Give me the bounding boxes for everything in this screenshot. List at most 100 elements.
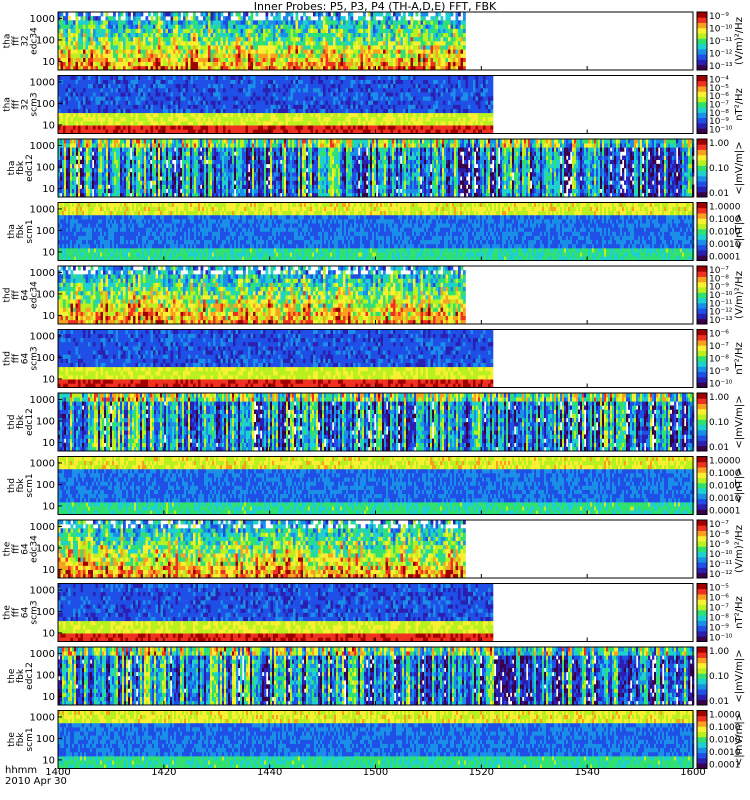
heatmap-cell (218, 121, 221, 125)
heatmap-cell (146, 53, 149, 57)
heatmap-cell (366, 24, 369, 28)
heatmap-cell (396, 49, 399, 53)
heatmap-cell (88, 100, 91, 104)
heatmap-cell (153, 80, 156, 84)
heatmap-cell (106, 105, 109, 109)
heatmap-cell (463, 20, 466, 24)
heatmap-cell (416, 62, 419, 66)
heatmap-cell (103, 76, 106, 80)
heatmap-cell (183, 125, 186, 129)
heatmap-cell (388, 12, 391, 16)
heatmap-cell (151, 24, 154, 28)
heatmap-cell (103, 80, 106, 84)
heatmap-cell (266, 33, 269, 37)
heatmap-cell (218, 45, 221, 49)
heatmap-cell (63, 76, 66, 80)
heatmap-cell (186, 92, 189, 96)
heatmap-cell (383, 41, 386, 45)
heatmap-cell (108, 117, 111, 121)
heatmap-cell (403, 29, 406, 33)
heatmap-cell (68, 113, 71, 117)
heatmap-cell (156, 113, 159, 117)
heatmap-cell (186, 45, 189, 49)
heatmap-cell (191, 88, 194, 92)
heatmap-cell (201, 53, 204, 57)
heatmap-cell (283, 41, 286, 45)
heatmap-cell (141, 53, 144, 57)
heatmap-cell (108, 92, 111, 96)
heatmap-cell (216, 37, 219, 41)
heatmap-cell (206, 58, 209, 62)
heatmap-cell (176, 125, 179, 129)
heatmap-cell (103, 113, 106, 117)
heatmap-cell (438, 53, 441, 57)
heatmap-cell (108, 53, 111, 57)
heatmap-cell (123, 113, 126, 117)
heatmap-cell (246, 96, 249, 100)
heatmap-cell (153, 29, 156, 33)
heatmap-cell (361, 20, 364, 24)
heatmap-cell (273, 105, 276, 109)
heatmap-cell (401, 37, 404, 41)
heatmap-cell (231, 53, 234, 57)
heatmap-cell (371, 53, 374, 57)
heatmap-cell (431, 37, 434, 41)
heatmap-cell (163, 24, 166, 28)
heatmap-cell (223, 62, 226, 66)
heatmap-cell (243, 92, 246, 96)
heatmap-cell (263, 33, 266, 37)
heatmap-cell (441, 53, 444, 57)
heatmap-cell (428, 33, 431, 37)
heatmap-cell (176, 12, 179, 16)
heatmap-cell (103, 109, 106, 113)
heatmap-cell (203, 88, 206, 92)
heatmap-cell (73, 96, 76, 100)
heatmap-cell (181, 58, 184, 62)
heatmap-cell (233, 96, 236, 100)
heatmap-cell (86, 105, 89, 109)
heatmap-cell (131, 88, 134, 92)
heatmap-cell (378, 58, 381, 62)
heatmap-cell (288, 24, 291, 28)
heatmap-cell (276, 16, 279, 20)
heatmap-cell (71, 88, 74, 92)
heatmap-cell (318, 53, 321, 57)
heatmap-cell (176, 24, 179, 28)
heatmap-cell (376, 29, 379, 33)
heatmap-cell (456, 24, 459, 28)
heatmap-cell (126, 45, 129, 49)
heatmap-cell (213, 105, 216, 109)
heatmap-cell (183, 29, 186, 33)
heatmap-cell (188, 113, 191, 117)
heatmap-cell (226, 49, 229, 53)
heatmap-cell (143, 84, 146, 88)
heatmap-cell (293, 37, 296, 41)
heatmap-cell (86, 33, 89, 37)
heatmap-cell (288, 20, 291, 24)
heatmap-cell (381, 20, 384, 24)
heatmap-cell (173, 45, 176, 49)
heatmap-cell (301, 45, 304, 49)
heatmap-cell (411, 12, 414, 16)
heatmap-cell (81, 24, 84, 28)
heatmap-cell (148, 88, 151, 92)
heatmap-cell (161, 49, 164, 53)
heatmap-cell (103, 41, 106, 45)
heatmap-cell (101, 96, 104, 100)
heatmap-cell (256, 84, 259, 88)
heatmap-cell (343, 20, 346, 24)
heatmap-cell (411, 53, 414, 57)
heatmap-cell (123, 84, 126, 88)
heatmap-cell (168, 24, 171, 28)
heatmap-cell (276, 80, 279, 84)
heatmap-cell (116, 100, 119, 104)
heatmap-cell (266, 12, 269, 16)
heatmap-cell (263, 100, 266, 104)
heatmap-cell (158, 113, 161, 117)
heatmap-cell (353, 29, 356, 33)
heatmap-cell (421, 12, 424, 16)
heatmap-cell (173, 41, 176, 45)
heatmap-cell (206, 62, 209, 66)
heatmap-cell (253, 88, 256, 92)
heatmap-cell (301, 33, 304, 37)
